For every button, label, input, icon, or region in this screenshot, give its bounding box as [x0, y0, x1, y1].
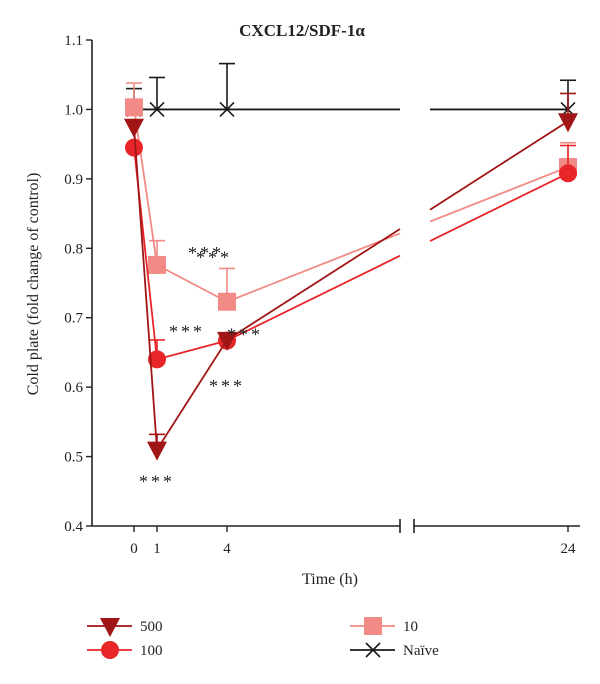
series-500	[124, 92, 578, 461]
significance-label: ***	[139, 472, 175, 492]
significance-label: ***	[227, 325, 263, 345]
y-tick-label: 0.9	[64, 172, 83, 188]
legend-label: 500	[140, 619, 163, 635]
legend: 500 100 10 Naïve	[87, 617, 439, 659]
data-point	[217, 331, 237, 351]
data-point	[559, 164, 577, 183]
data-point	[218, 292, 236, 311]
series-10	[125, 82, 577, 311]
data-point	[125, 98, 143, 117]
y-tick-label: 0.7	[64, 311, 83, 327]
x-tick-label: 1	[153, 541, 161, 557]
significance-label: ***	[188, 243, 224, 263]
legend-item-500: 500	[87, 618, 163, 637]
significance-label: ***	[169, 321, 205, 341]
x-tick-label: 0	[130, 541, 138, 557]
y-tick-label: 1.0	[64, 102, 83, 118]
data-point	[558, 113, 578, 133]
series-line	[226, 228, 401, 341]
marker-x-stroke	[219, 101, 235, 117]
significance-label: ***	[196, 248, 232, 268]
data-point	[148, 350, 166, 369]
legend-item-100: 100	[87, 641, 163, 659]
data-point	[149, 101, 165, 117]
y-tick-label: 0.5	[64, 450, 83, 466]
data-point	[124, 118, 144, 138]
data-point	[147, 441, 167, 461]
y-tick-label: 0.4	[64, 519, 83, 535]
series-nave	[126, 62, 576, 117]
series-line	[429, 120, 569, 211]
legend-marker	[100, 618, 120, 637]
legend-item-10: 10	[350, 617, 418, 635]
legend-label: Naïve	[403, 643, 439, 659]
data-point	[219, 101, 235, 117]
legend-marker	[101, 641, 119, 659]
significance-label: ***	[209, 376, 245, 396]
data-point	[148, 255, 166, 274]
legend-marker	[365, 642, 381, 658]
y-tick-label: 0.6	[64, 380, 83, 396]
series-line	[429, 166, 569, 223]
y-axis-label: Cold plate (fold change of control)	[25, 173, 42, 396]
x-axis-label: Time (h)	[302, 571, 358, 588]
series-line	[429, 172, 569, 242]
data-point	[125, 138, 143, 157]
x-tick-label: 4	[223, 541, 231, 557]
y-tick-label: 0.8	[64, 241, 83, 257]
series-line	[226, 232, 401, 303]
marker-x-stroke	[365, 642, 381, 658]
plot-area: 0.40.50.60.70.80.91.01.10 1 4 24********* **…	[64, 33, 580, 557]
legend-item-nave: Naïve	[350, 642, 439, 659]
marker-x-stroke	[149, 101, 165, 117]
y-tick-label: 1.1	[64, 33, 83, 49]
legend-label: 100	[140, 643, 163, 659]
legend-label: 10	[403, 619, 418, 635]
series-line	[133, 126, 228, 453]
x-tick-label: 24	[561, 541, 577, 557]
series-100	[125, 138, 577, 369]
legend-marker	[364, 617, 382, 635]
series-line	[226, 254, 401, 342]
chart-title: CXCL12/SDF-1α	[239, 21, 365, 40]
